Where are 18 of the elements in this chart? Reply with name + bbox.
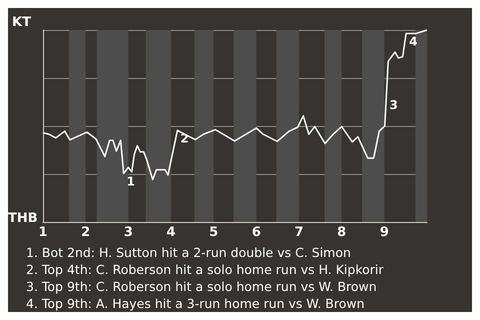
x-tick-label: 3 bbox=[124, 225, 133, 240]
x-tick-label: 5 bbox=[209, 225, 218, 240]
text: KT bbox=[12, 15, 32, 30]
annotation: 1 bbox=[126, 174, 135, 188]
text: 3. Top 9th: C. Roberson hit a solo home run vs W. Brown bbox=[26, 279, 377, 294]
annotation: 3 bbox=[389, 98, 398, 112]
x-tick-label: 8 bbox=[337, 225, 346, 240]
text: 2. Top 4th: C. Roberson hit a solo home run vs H. Kipkorir bbox=[26, 262, 384, 277]
x-tick-label: 6 bbox=[252, 225, 261, 240]
x-tick-label: 7 bbox=[294, 225, 304, 240]
annotation: 4 bbox=[409, 34, 418, 48]
text: 4. Top 9th: A. Hayes hit a 3-run home run vs W. Brown bbox=[26, 296, 365, 311]
x-tick-label: 2 bbox=[81, 225, 90, 240]
x-tick-label: 1 bbox=[38, 225, 48, 240]
x-tick-label: 4 bbox=[166, 225, 176, 240]
x-tick-label: 9 bbox=[380, 225, 389, 240]
text: 1. Bot 2nd: H. Sutton hit a 2-run double vs C. Simon bbox=[26, 245, 351, 260]
text: THB bbox=[8, 211, 38, 226]
